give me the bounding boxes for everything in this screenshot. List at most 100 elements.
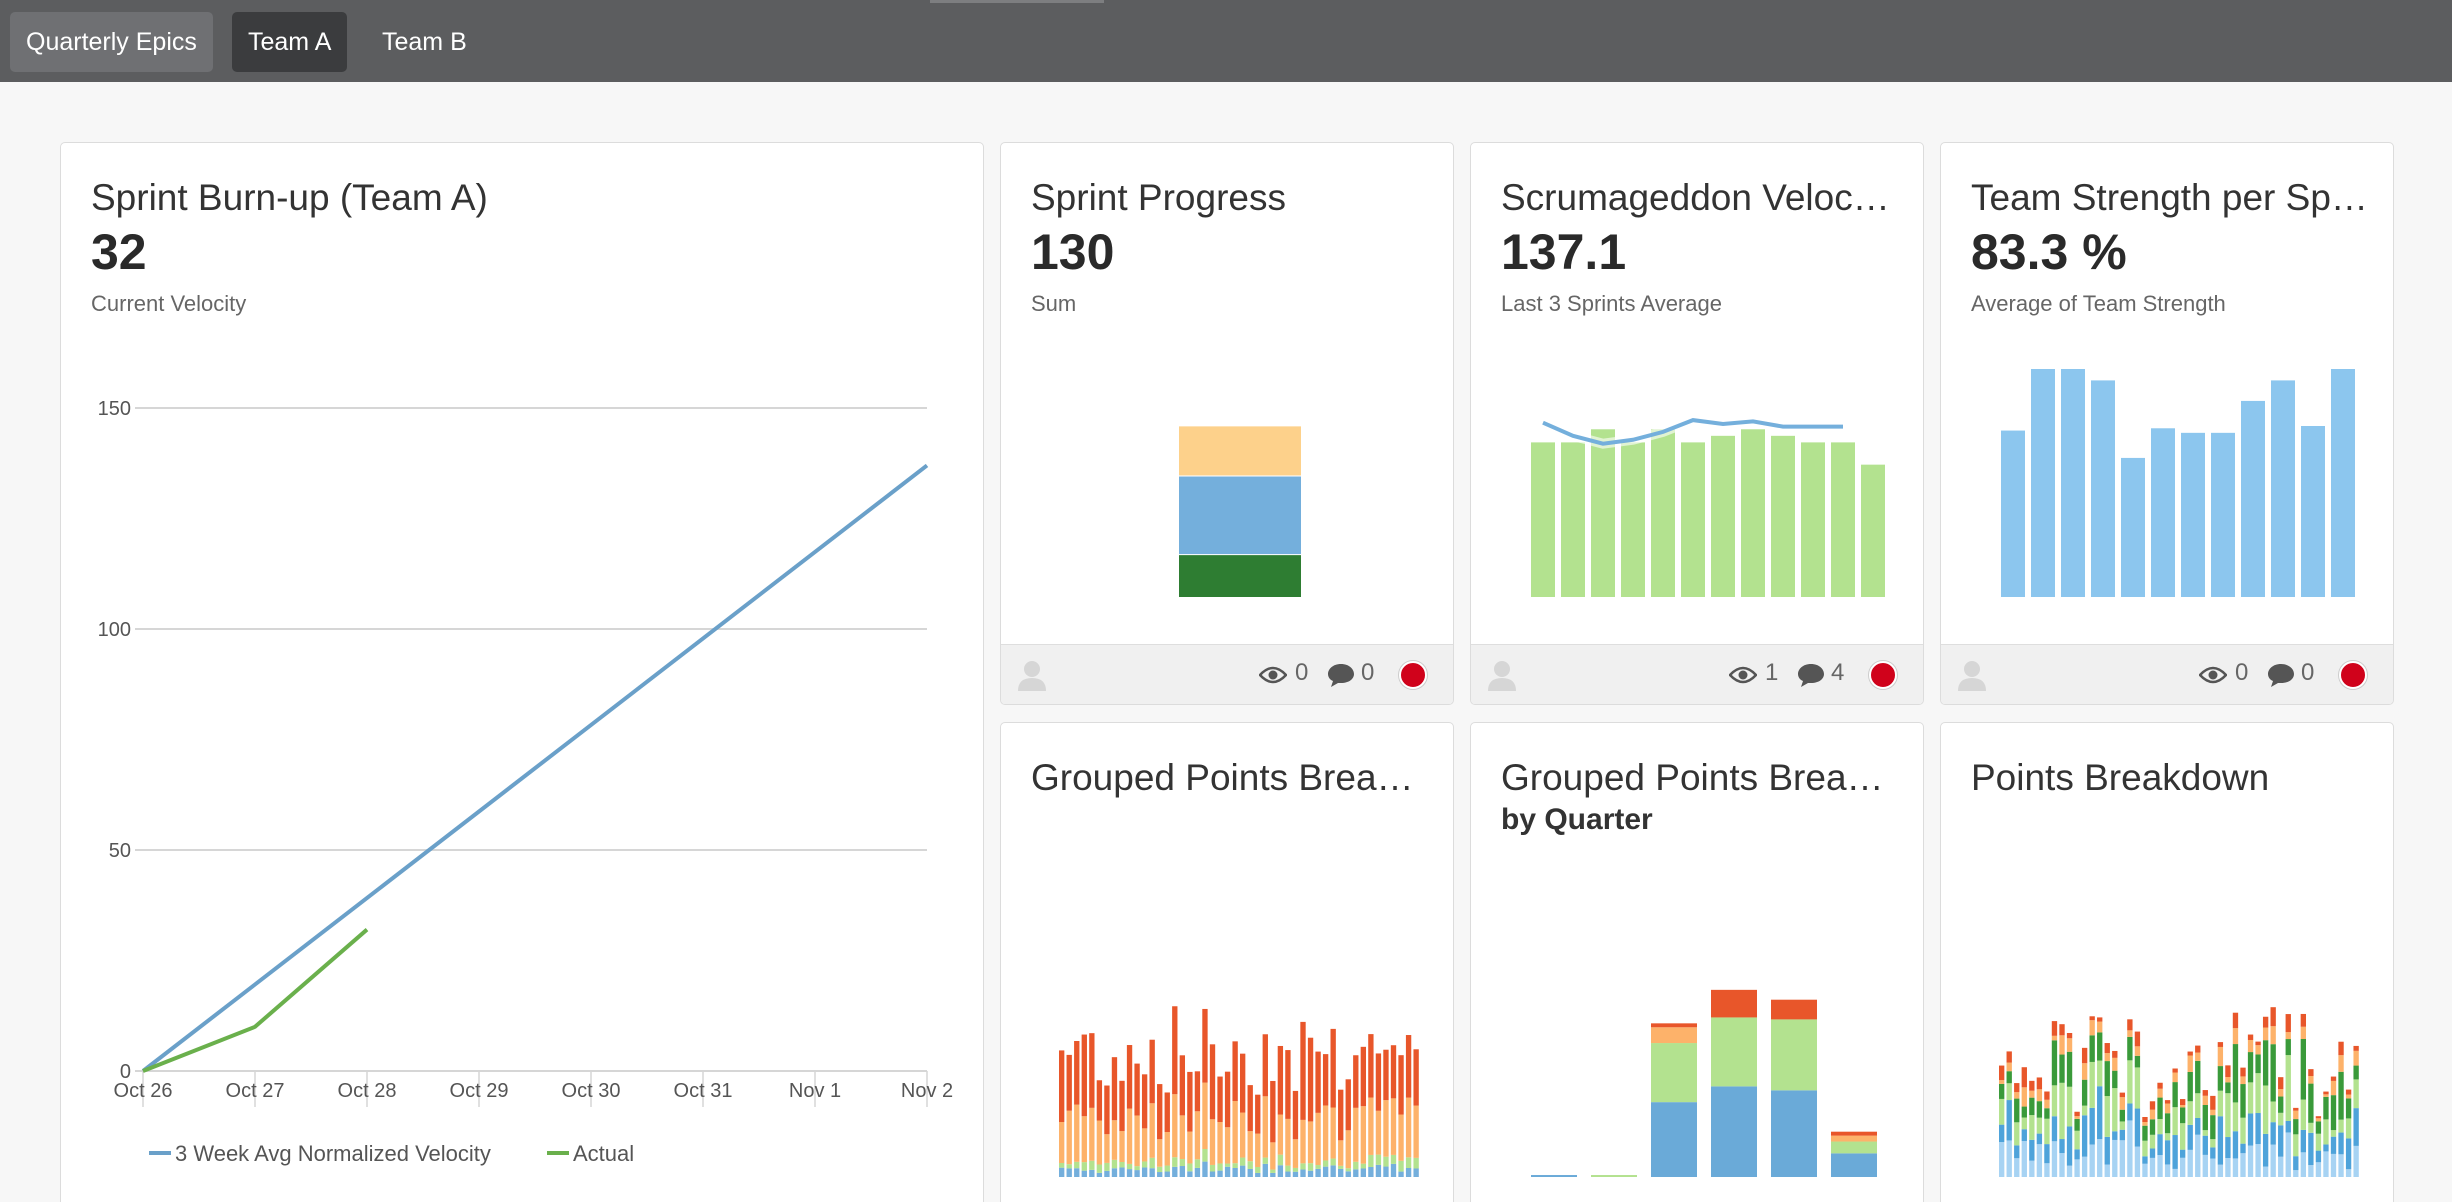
stacked-bar-segment (2323, 1094, 2329, 1097)
grouped-points-card[interactable]: Grouped Points Brea… (1000, 722, 1454, 1202)
stacked-bar-segment (1270, 1169, 1276, 1173)
stacked-bar-segment (2315, 1133, 2322, 1151)
sprint-progress-card[interactable]: Sprint Progress 130 Sum 0 0 (1000, 142, 1454, 705)
stacked-bar-segment (2142, 1116, 2148, 1123)
stacked-bar-segment (2044, 1163, 2050, 1177)
stacked-bar-segment (2300, 1026, 2307, 1039)
stacked-bar-segment (1111, 1159, 1118, 1169)
user-avatar-icon[interactable] (1487, 659, 1517, 691)
stacked-bar-segment (2270, 1144, 2276, 1177)
stacked-bar-segment (2142, 1125, 2148, 1141)
stacked-bar-segment (2029, 1097, 2035, 1116)
user-avatar-icon[interactable] (1957, 659, 1987, 691)
stacked-bar-segment (2119, 1140, 2126, 1177)
stacked-bar-segment (2104, 1164, 2110, 1177)
stacked-bar-segment (2285, 1039, 2291, 1056)
tab-quarterly-epics[interactable]: Quarterly Epics (10, 12, 213, 72)
stacked-bar-segment (1375, 1164, 1382, 1177)
stacked-bar-segment (2112, 1057, 2118, 1071)
stacked-bar-segment (1651, 1023, 1697, 1028)
stacked-bar-segment (2104, 1096, 2110, 1137)
grouped-points-quarter-card[interactable]: Grouped Points Brea… by Quarter (1470, 722, 1924, 1202)
x-tick-label: Oct 30 (562, 1080, 621, 1102)
stacked-bar-segment (1285, 1118, 1291, 1166)
stacked-bar-segment (1217, 1122, 1223, 1164)
stacked-bar-segment (2240, 1153, 2246, 1177)
stacked-bar-segment (1074, 1104, 1080, 1162)
user-avatar-icon[interactable] (1017, 659, 1047, 691)
stacked-bar-segment (2127, 1103, 2133, 1121)
stacked-bar-segment (2081, 1063, 2088, 1080)
status-dot[interactable] (1399, 661, 1427, 689)
average-line (1542, 418, 1843, 446)
stacked-bar-segment (2202, 1130, 2208, 1136)
stacked-bar-segment (1345, 1079, 1351, 1131)
strength-bar (2331, 369, 2355, 597)
stacked-bar-segment (1224, 1163, 1231, 1167)
stacked-bar-segment (2232, 1028, 2239, 1045)
stacked-bar-segment (2225, 1082, 2231, 1094)
stacked-bar-segment (1277, 1045, 1284, 1115)
stacked-bar-segment (2338, 1154, 2344, 1177)
stacked-bar-segment (1202, 1008, 1208, 1083)
stacked-bar-segment (2338, 1071, 2344, 1120)
stacked-bar-segment (2119, 1092, 2126, 1098)
stacked-bar-segment (1345, 1130, 1351, 1169)
stacked-bar-segment (1149, 1039, 1155, 1104)
stacked-bar-segment (2210, 1109, 2216, 1116)
stacked-bar-segment (1999, 1142, 2005, 1177)
stacked-bar-segment (1413, 1168, 1419, 1177)
status-dot[interactable] (2339, 661, 2367, 689)
sprint-progress-chart (1179, 424, 1301, 597)
velocity-bar (1681, 442, 1705, 597)
stacked-bar-segment (1179, 1159, 1186, 1167)
stacked-bar-segment (2021, 1141, 2027, 1177)
series-line (142, 928, 369, 1073)
stacked-bar-segment (1119, 1162, 1125, 1168)
stacked-bar-segment (1224, 1127, 1231, 1164)
stacked-bar-segment (2149, 1109, 2156, 1120)
stacked-bar-segment (1831, 1153, 1877, 1177)
stacked-bar-segment (2202, 1104, 2208, 1131)
stacked-bar-segment (2240, 1084, 2246, 1118)
stacked-bar-segment (1368, 1167, 1374, 1177)
stacked-bar-segment (2097, 1017, 2103, 1022)
stacked-bar-segment (1383, 1100, 1389, 1157)
stacked-bar-segment (1141, 1074, 1148, 1129)
comments-count: 0 (2301, 659, 2315, 686)
velocity-card[interactable]: Scrumageddon Veloc… 137.1 Last 3 Sprints… (1470, 142, 1924, 705)
stacked-bar-segment (2300, 1013, 2307, 1027)
stacked-bar-segment (2044, 1091, 2050, 1100)
stacked-bar-segment (2066, 1051, 2073, 1087)
stacked-bar-segment (1232, 1041, 1238, 1102)
stacked-bar-segment (2338, 1132, 2344, 1155)
stacked-bar-segment (2142, 1122, 2148, 1126)
stacked-bar-segment (1277, 1165, 1284, 1177)
stacked-bar-segment (2149, 1101, 2156, 1110)
stacked-bar-segment (2134, 1055, 2141, 1068)
points-breakdown-card[interactable]: Points Breakdown (1940, 722, 2394, 1202)
tab-team-b[interactable]: Team B (382, 28, 467, 56)
stacked-bar-segment (2172, 1068, 2178, 1073)
team-strength-card[interactable]: Team Strength per Sp… 83.3 % Average of … (1940, 142, 2394, 705)
stacked-bar-segment (1247, 1131, 1253, 1162)
stacked-bar-segment (2293, 1156, 2299, 1171)
stacked-bar-segment (2202, 1154, 2208, 1177)
stacked-bar-segment (2262, 1133, 2269, 1167)
stacked-bar-segment (2127, 1030, 2133, 1037)
stacked-bar-segment (2285, 1055, 2291, 1121)
tab-team-a[interactable]: Team A (232, 12, 348, 72)
stacked-bar-segment (2353, 1145, 2359, 1177)
stacked-bar-segment (2255, 1041, 2261, 1046)
card-caption: Sum (1031, 291, 1077, 316)
burnup-card[interactable]: Sprint Burn-up (Team A) 32 Current Veloc… (60, 142, 984, 1202)
stacked-bar-segment (2225, 1065, 2231, 1078)
stacked-bar-segment (2157, 1134, 2163, 1156)
stacked-bar-segment (2308, 1132, 2314, 1166)
stacked-bar-segment (2134, 1146, 2141, 1177)
status-dot[interactable] (1869, 661, 1897, 689)
stacked-bar-segment (1292, 1139, 1299, 1168)
stacked-bar-segment (2315, 1150, 2322, 1163)
stacked-bar-segment (1089, 1033, 1095, 1108)
stacked-bar-segment (1413, 1049, 1419, 1106)
